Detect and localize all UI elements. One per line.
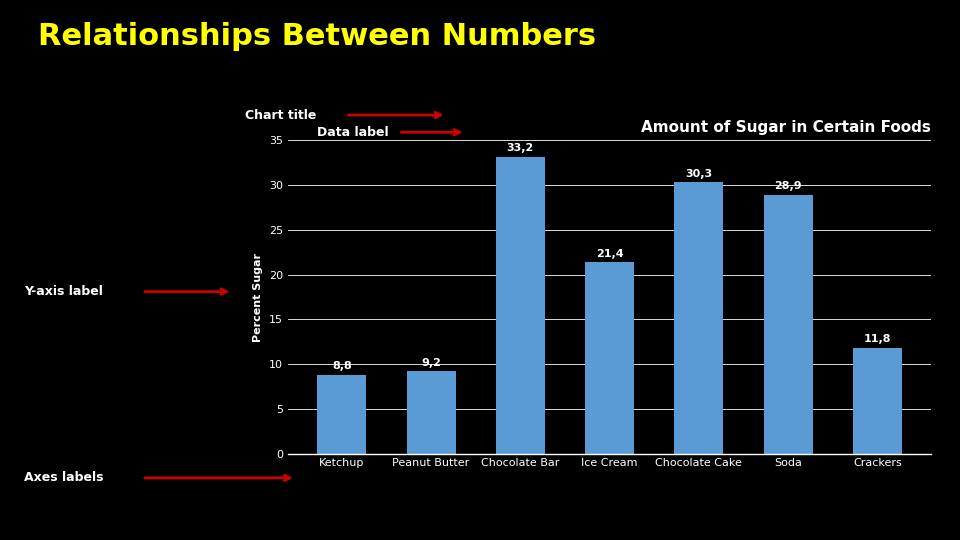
Text: 9,2: 9,2 [421, 357, 441, 368]
Text: 28,9: 28,9 [775, 181, 802, 191]
Text: Axes labels: Axes labels [24, 471, 104, 484]
Bar [852, 348, 902, 454]
Bar [406, 372, 456, 454]
Text: Y-axis label: Y-axis label [24, 285, 103, 298]
Text: Chart title: Chart title [245, 109, 316, 122]
Text: 33,2: 33,2 [507, 143, 534, 153]
Text: 30,3: 30,3 [685, 169, 712, 179]
Bar [585, 262, 635, 454]
Text: 8,8: 8,8 [332, 361, 351, 372]
Bar [495, 157, 545, 454]
Text: 21,4: 21,4 [596, 248, 623, 259]
Text: Relationships Between Numbers: Relationships Between Numbers [38, 22, 596, 51]
Text: 11,8: 11,8 [864, 334, 891, 345]
Bar [763, 195, 813, 454]
Text: Amount of Sugar in Certain Foods: Amount of Sugar in Certain Foods [641, 120, 931, 135]
Bar [317, 375, 367, 454]
Bar [674, 183, 724, 454]
Y-axis label: Percent Sugar: Percent Sugar [253, 253, 263, 341]
Text: Data label: Data label [317, 126, 389, 139]
